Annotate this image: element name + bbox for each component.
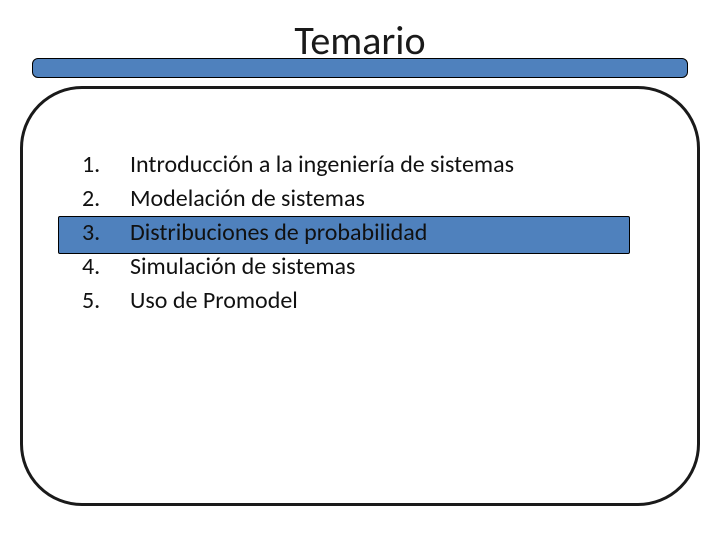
list-item: 5. Uso de Promodel <box>72 286 652 320</box>
list-item: 3. Distribuciones de probabilidad <box>72 218 652 252</box>
list-number: 1. <box>72 150 130 179</box>
list-item: 1. Introducción a la ingeniería de siste… <box>72 150 652 184</box>
list-text: Modelación de sistemas <box>130 184 365 213</box>
header-accent-bar <box>32 58 688 78</box>
slide: Temario 1. Introducción a la ingeniería … <box>0 0 720 540</box>
list-text: Distribuciones de probabilidad <box>130 218 427 247</box>
list-number: 5. <box>72 286 130 315</box>
list-text: Uso de Promodel <box>130 286 298 315</box>
list-text: Simulación de sistemas <box>130 252 355 281</box>
list-number: 2. <box>72 184 130 213</box>
list-item: 4. Simulación de sistemas <box>72 252 652 286</box>
list-number: 3. <box>72 218 130 247</box>
topic-list: 1. Introducción a la ingeniería de siste… <box>72 150 652 320</box>
header: Temario <box>0 0 720 82</box>
list-number: 4. <box>72 252 130 281</box>
list-item: 2. Modelación de sistemas <box>72 184 652 218</box>
list-text: Introducción a la ingeniería de sistemas <box>130 150 514 179</box>
